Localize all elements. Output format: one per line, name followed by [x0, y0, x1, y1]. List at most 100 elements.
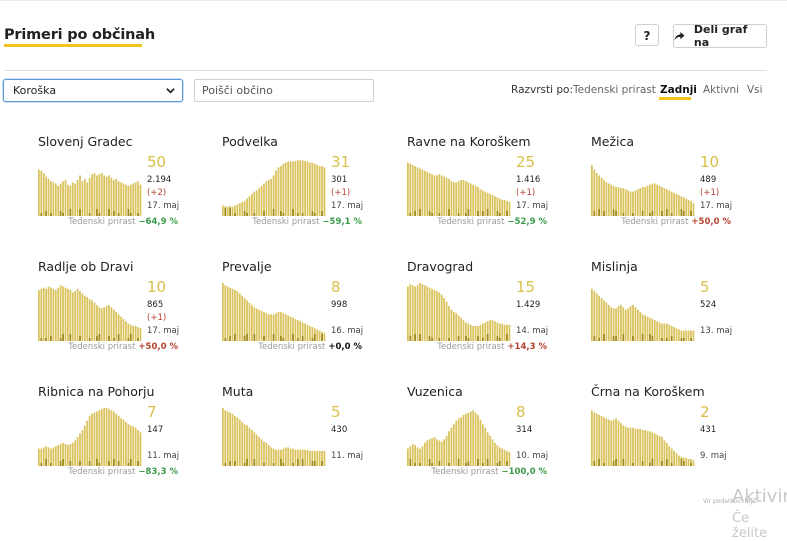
- sparkline-bar: [668, 190, 671, 216]
- sparkline-bar: [318, 450, 321, 466]
- municipality-card[interactable]: Ribnica na Pohorju 7 147 11. maj Tedenski pr…: [38, 384, 218, 504]
- sort-option-latest[interactable]: Zadnji: [660, 84, 697, 96]
- sparkline-bar-daily: [603, 463, 605, 466]
- sparkline-bar: [653, 433, 656, 466]
- share-button[interactable]: Deli graf na: [673, 23, 767, 49]
- sparkline-bar: [639, 428, 642, 466]
- sparkline-bar: [445, 435, 448, 466]
- sparkline-bar: [103, 408, 106, 466]
- sparkline-bar: [450, 427, 453, 466]
- sparkline-bar: [431, 438, 433, 466]
- sparkline-bar: [137, 181, 139, 216]
- sparkline-bar: [71, 292, 74, 341]
- sparkline-bar: [498, 323, 501, 341]
- sparkline-bar: [42, 173, 45, 216]
- municipality-name: Mislinja: [591, 259, 638, 274]
- total-cases: 2.194: [147, 175, 172, 185]
- sparkline-bar-daily: [682, 338, 685, 341]
- municipality-search-input[interactable]: [194, 79, 374, 102]
- municipality-card[interactable]: Prevalje 8 998 16. maj Tedenski prirast +0,0 …: [222, 259, 402, 379]
- sparkline-bar: [67, 288, 69, 341]
- sparkline-bar: [284, 447, 287, 466]
- sparkline-bar-daily: [280, 211, 282, 216]
- sparkline-bar: [477, 414, 479, 466]
- sparkline-bar-daily: [96, 336, 98, 341]
- sparkline-bar: [455, 182, 458, 216]
- sparkline-bar: [54, 446, 57, 466]
- sparkline-bar: [222, 205, 224, 216]
- sparkline-bar: [675, 328, 678, 341]
- chevron-down-icon: [166, 88, 175, 94]
- sparkline-bar: [62, 286, 64, 341]
- sparkline-bar: [74, 440, 77, 466]
- sparkline-bar-daily: [129, 459, 132, 466]
- sparkline-bar: [663, 323, 666, 341]
- sparkline-bar-daily: [50, 463, 52, 466]
- sparkline-bar: [443, 176, 446, 216]
- sparkline-bar: [236, 291, 239, 341]
- municipality-card[interactable]: Vuzenica 8 314 10. maj Tedenski prirast −100,…: [407, 384, 587, 504]
- sparkline-bar: [595, 413, 598, 466]
- sparkline-bar-daily: [414, 211, 416, 216]
- sparkline-bar: [426, 440, 429, 466]
- sparkline-bar: [644, 187, 646, 216]
- sparkline-bar: [486, 192, 489, 216]
- sparkline-bar: [270, 447, 273, 466]
- latest-count: 10: [700, 153, 720, 171]
- sparkline-bar: [253, 432, 256, 466]
- municipality-card[interactable]: Muta 5 430 11. maj: [222, 384, 402, 504]
- municipality-card[interactable]: Slovenj Gradec 50 2.194 (+2) 17. maj Tedenski…: [38, 134, 218, 254]
- municipality-name: Podvelka: [222, 134, 278, 149]
- municipality-card[interactable]: Mislinja 5 524 13. maj: [591, 259, 771, 379]
- sparkline-bar-daily: [690, 211, 692, 216]
- sparkline-bar-daily: [467, 209, 470, 216]
- sparkline-bar: [47, 447, 50, 466]
- sparkline-bar: [105, 306, 108, 341]
- sparkline-bar: [238, 203, 241, 216]
- sparkline-bar: [649, 317, 651, 341]
- sparkline-bar-daily: [88, 338, 91, 341]
- sparkline-bar: [40, 170, 43, 216]
- sparkline-bar: [282, 313, 285, 341]
- sparkline-bar-daily: [661, 211, 663, 216]
- sparkline-bar-daily: [243, 463, 246, 466]
- sparkline-bar-daily: [448, 463, 450, 466]
- sparkline-bar-daily: [465, 213, 467, 216]
- source-note: Vir podatkov: NIJZ: [703, 498, 757, 505]
- sparkline-bar-daily: [465, 336, 467, 341]
- sparkline-bar: [506, 200, 508, 216]
- sparkline-bar: [496, 197, 499, 216]
- sort-option-all[interactable]: Vsi: [747, 84, 763, 96]
- sparkline-bar: [289, 448, 292, 466]
- sparkline-bar: [139, 184, 142, 216]
- sparkline-bar: [248, 427, 251, 466]
- sparkline-bar-daily: [431, 463, 433, 466]
- municipality-name: Črna na Koroškem: [591, 384, 705, 399]
- sparkline-bar: [110, 307, 113, 341]
- municipality-card[interactable]: Dravograd 15 1.429 14. maj Tedenski prirast +…: [407, 259, 587, 379]
- sparkline-bar: [593, 169, 596, 216]
- weekly-growth: Tedenski prirast −83,3 %: [68, 467, 178, 477]
- municipality-card[interactable]: Črna na Koroškem 2 431 9. maj: [591, 384, 771, 504]
- sparkline-bar: [108, 175, 110, 216]
- sort-option-weekly-growth[interactable]: Tedenski prirast: [573, 84, 656, 96]
- region-select[interactable]: Koroška: [3, 79, 183, 102]
- municipality-card[interactable]: Ravne na Koroškem 25 1.416 (+1) 17. maj Teden…: [407, 134, 587, 254]
- sparkline-bar: [272, 314, 275, 341]
- sparkline-bar: [277, 312, 280, 341]
- sparkline-bar: [234, 205, 236, 216]
- municipality-card[interactable]: Radlje ob Dravi 10 865 (+1) 17. maj Tedenski …: [38, 259, 218, 379]
- municipality-card[interactable]: Podvelka 31 301 (+1) 17. maj Tedenski prirast…: [222, 134, 402, 254]
- sparkline-bar-daily: [428, 336, 431, 341]
- help-button[interactable]: ?: [635, 24, 659, 46]
- sparkline-bar: [668, 446, 671, 466]
- sort-option-active[interactable]: Aktivni: [703, 84, 740, 96]
- sparkline-bar: [416, 447, 419, 466]
- municipality-card[interactable]: Mežica 10 489 (+1) 17. maj Tedenski prirast +5…: [591, 134, 771, 254]
- sparkline-bar: [481, 190, 484, 216]
- sparkline-bar-daily: [649, 334, 651, 341]
- sparkline-bar: [484, 427, 487, 466]
- total-cases: 301: [331, 175, 348, 185]
- sparkline-bar: [423, 170, 426, 216]
- sparkline-bar-daily: [272, 209, 275, 216]
